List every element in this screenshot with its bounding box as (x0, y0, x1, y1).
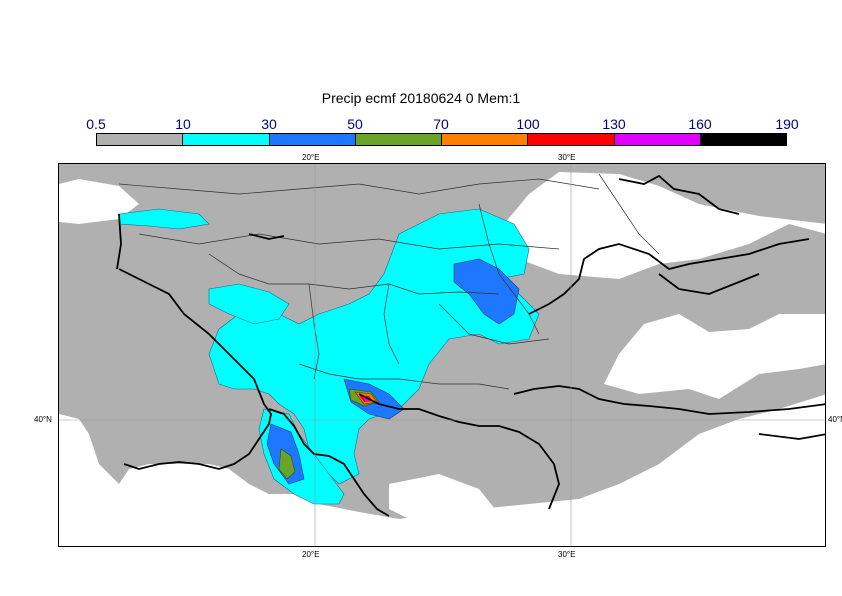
legend-label: 100 (516, 116, 540, 132)
map-title: Precip ecmf 20180624 0 Mem:1 (321, 90, 521, 106)
precip-area-green (278, 448, 296, 480)
legend-label: 30 (261, 116, 277, 132)
precip-area-magenta (363, 397, 370, 401)
precip-area-blue (453, 258, 520, 325)
legend-swatch (183, 134, 270, 145)
legend-label: 70 (433, 116, 449, 132)
legend-swatch (442, 134, 529, 145)
legend-label: 190 (775, 116, 799, 132)
lat-label-right: 40°N (828, 415, 842, 424)
precip-map (59, 164, 825, 546)
legend-swatch (355, 134, 442, 145)
legend-swatch (700, 134, 786, 145)
lon-label-top: 20°E (302, 153, 320, 162)
precip-area-cyan-west (208, 283, 290, 325)
map-panel (58, 163, 826, 547)
legend-label: 130 (602, 116, 626, 132)
country-borders (118, 173, 660, 390)
legend-swatch (97, 134, 184, 145)
legend-label: 0.5 (86, 116, 106, 132)
legend-swatch (269, 134, 356, 145)
coastlines (116, 174, 825, 517)
legend-swatch (614, 134, 701, 145)
lon-label-top: 30°E (558, 153, 576, 162)
legend-swatch (528, 134, 615, 145)
legend-label: 160 (688, 116, 712, 132)
lon-label-bottom: 30°E (558, 550, 576, 559)
precip-area-light-west (59, 284, 209, 394)
precip-area-cyan-north (118, 208, 210, 230)
legend-labels: 0.5 10 30 50 70 100 130 160 190 (0, 116, 842, 134)
legend-label: 50 (347, 116, 363, 132)
legend-colorbar (96, 133, 787, 146)
lat-label-left: 40°N (34, 415, 52, 424)
legend-label: 10 (175, 116, 191, 132)
graticule (59, 164, 825, 546)
lon-label-bottom: 20°E (302, 550, 320, 559)
